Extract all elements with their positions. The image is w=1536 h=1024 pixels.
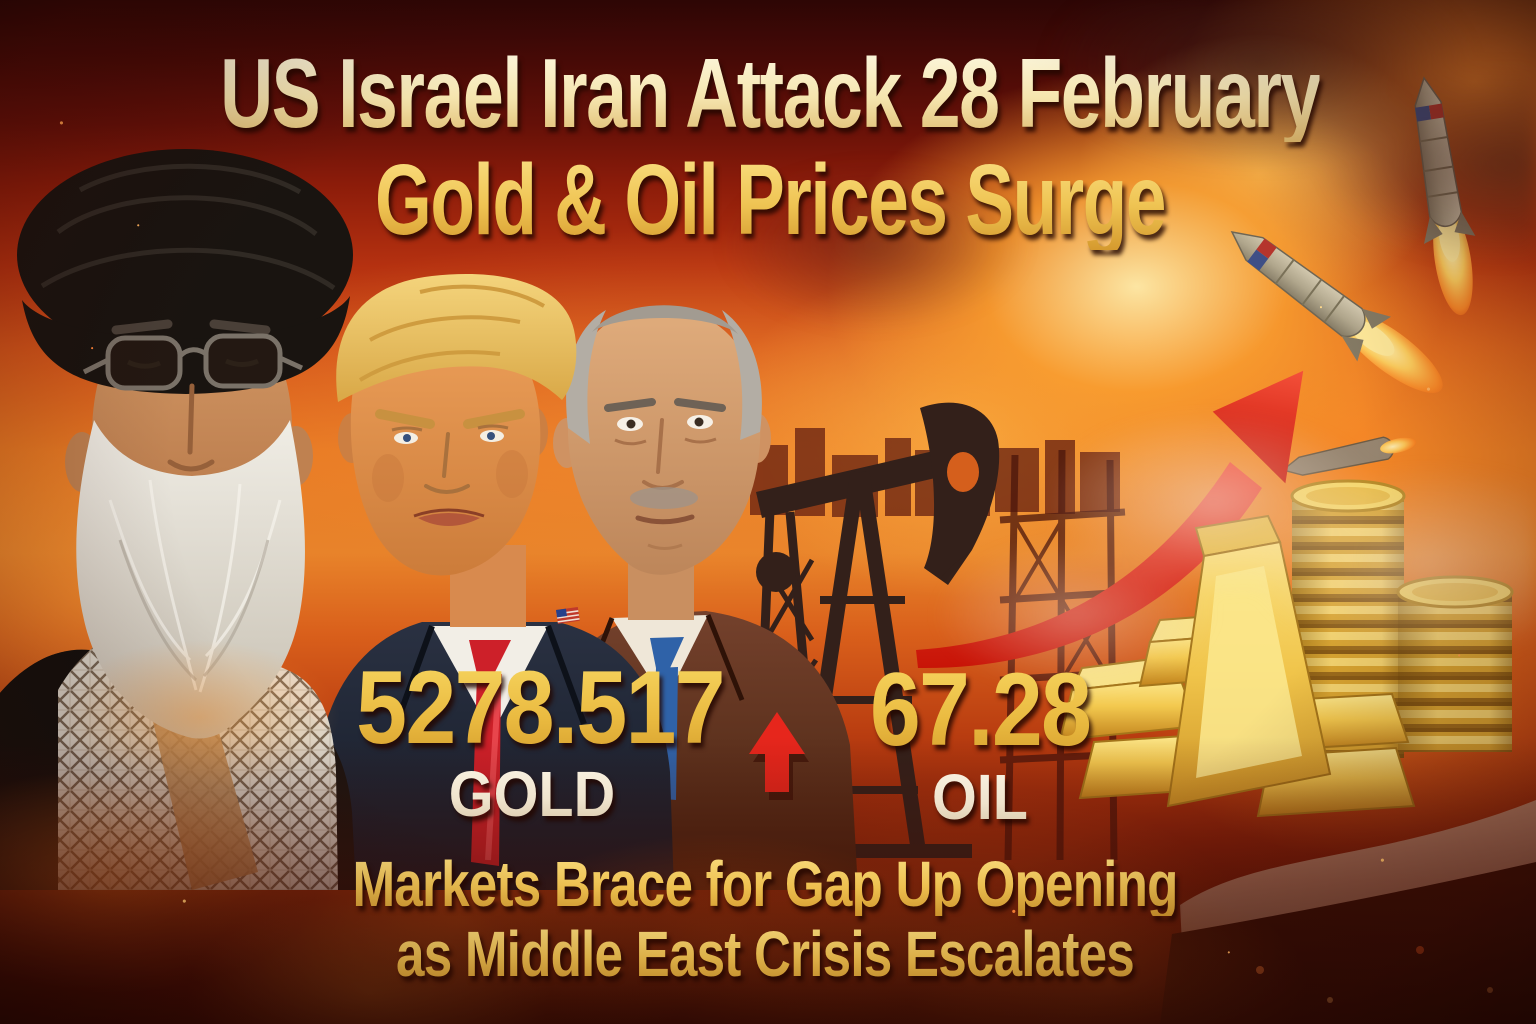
news-thumbnail-poster: US Israel Iran Attack 28 February Gold &… <box>0 0 1536 1024</box>
vignette-overlay <box>0 0 1536 1024</box>
